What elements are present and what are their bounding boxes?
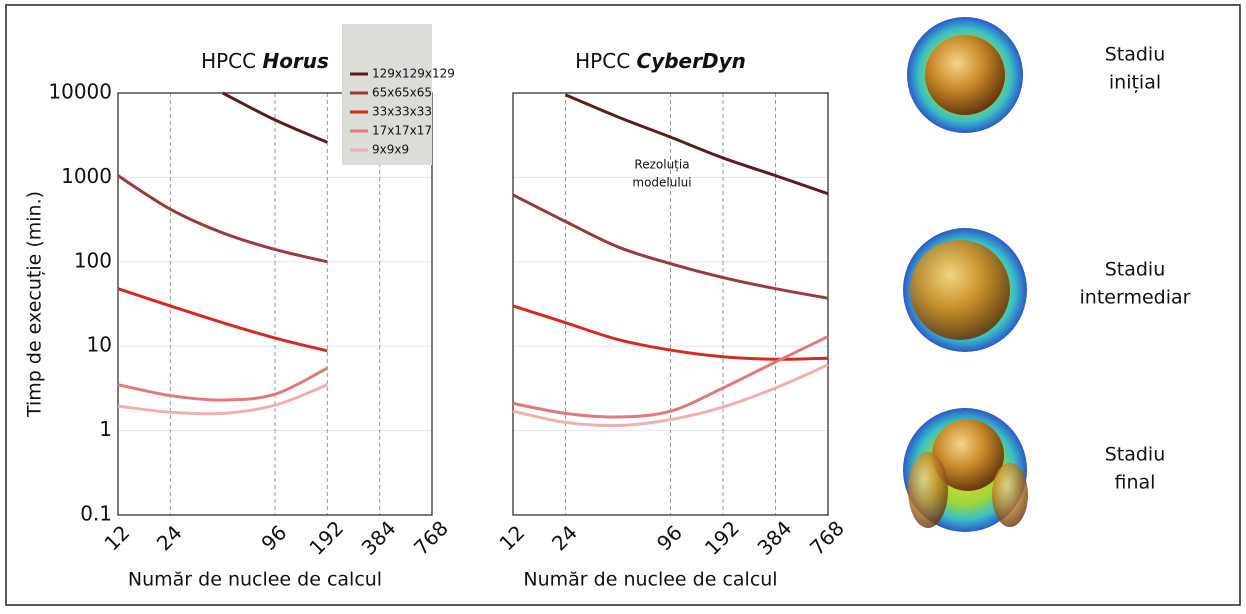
stage-label: Stadiu: [1105, 444, 1166, 466]
title-text: HPCC: [201, 49, 256, 73]
core: [910, 240, 1010, 340]
legend-label: 33x33x33: [372, 105, 432, 119]
x-tick-label: 768: [409, 516, 453, 560]
stage-label: final: [1115, 472, 1156, 494]
stage-images: [903, 17, 1028, 532]
stage-label: inițial: [1109, 72, 1161, 94]
title-emphasis: Horus: [262, 49, 329, 73]
stage-label: Stadiu: [1105, 259, 1166, 281]
y-tick-label: 10000: [48, 80, 112, 104]
core-lobe: [992, 463, 1028, 527]
chart-title: HPCC Horus: [201, 49, 329, 73]
legend-label: 129x129x129: [372, 67, 455, 81]
legend-label: 9x9x9: [372, 143, 409, 157]
x-tick-label: 384: [752, 516, 796, 560]
y-tick-label: 0.1: [80, 502, 112, 526]
series-line: [566, 95, 829, 194]
x-tick-label: 192: [304, 516, 348, 560]
y-axis-label: Timp de execuție (min.): [24, 191, 46, 418]
stage-label: Stadiu: [1105, 44, 1166, 66]
title-text: HPCC: [575, 49, 630, 73]
chart-title: HPCC CyberDyn: [575, 49, 746, 73]
annotation: modelului: [632, 176, 691, 190]
x-tick-label: 192: [700, 516, 744, 560]
legend-label: 65x65x65: [372, 86, 432, 100]
x-axis-label: Număr de nuclee de calcul: [523, 569, 777, 591]
y-tick-label: 1: [99, 417, 112, 441]
x-tick-label: 384: [357, 516, 401, 560]
stage-label: intermediar: [1080, 287, 1191, 309]
series-line: [118, 368, 327, 400]
x-tick-label: 12: [494, 520, 529, 555]
title-emphasis: CyberDyn: [637, 49, 746, 73]
legend-label: 17x17x17: [372, 124, 432, 138]
x-tick-label: 24: [547, 520, 582, 555]
y-tick-label: 100: [74, 248, 112, 272]
y-tick-label: 1000: [61, 164, 112, 188]
x-tick-label: 12: [99, 520, 134, 555]
series-line: [118, 289, 327, 351]
y-tick-label: 10: [87, 333, 112, 357]
x-tick-label: 24: [152, 520, 187, 555]
stage-labels: Stadiu inițial Stadiu intermediar Stadiu fina…: [1080, 44, 1191, 494]
core-lobe: [908, 452, 948, 528]
figure: Stadiu inițial Stadiu intermediar Stadiu fina…: [0, 0, 1246, 610]
x-tick-label: 96: [652, 520, 687, 555]
core: [925, 35, 1005, 115]
x-tick-label: 96: [256, 520, 291, 555]
x-tick-label: 768: [805, 516, 849, 560]
series-line: [118, 176, 327, 262]
x-axis-label: Număr de nuclee de calcul: [128, 569, 382, 591]
annotation: Rezoluția: [634, 158, 689, 172]
